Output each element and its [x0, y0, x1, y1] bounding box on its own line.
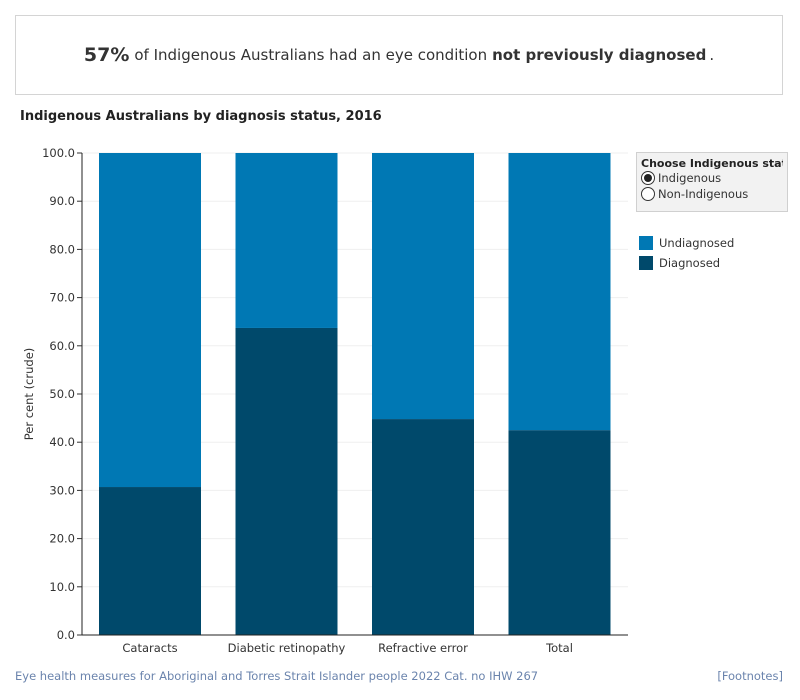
y-tick-label: 30.0 — [49, 483, 75, 497]
bar-undiagnosed[interactable] — [99, 153, 201, 488]
bar-diagnosed[interactable] — [508, 430, 611, 635]
radio-indigenous[interactable]: Indigenous — [641, 170, 783, 186]
banner-highlight: not previously diagnosed — [492, 46, 707, 64]
legend-item-diagnosed[interactable]: Diagnosed — [639, 253, 734, 273]
summary-banner: 57% of Indigenous Australians had an eye… — [15, 15, 783, 95]
banner-text: of Indigenous Australians had an eye con… — [134, 46, 488, 64]
legend-label: Diagnosed — [659, 256, 721, 270]
legend: Undiagnosed Diagnosed — [639, 233, 734, 273]
bar-undiagnosed[interactable] — [235, 153, 338, 328]
y-tick-label: 90.0 — [49, 194, 75, 208]
y-tick-label: 50.0 — [49, 387, 75, 401]
source-link[interactable]: Eye health measures for Aboriginal and T… — [15, 669, 539, 683]
footnotes-link[interactable]: [Footnotes] — [717, 669, 783, 683]
y-tick-label: 20.0 — [49, 532, 75, 546]
x-tick-label: Total — [545, 641, 573, 655]
y-tick-label: 70.0 — [49, 291, 75, 305]
radio-checked-icon — [641, 171, 655, 185]
bar-diagnosed[interactable] — [235, 327, 338, 635]
legend-swatch — [639, 236, 653, 250]
indigenous-status-filter: Choose Indigenous stat.. Indigenous Non-… — [636, 152, 788, 212]
y-tick-label: 80.0 — [49, 242, 75, 256]
y-axis-label: Per cent (crude) — [22, 348, 36, 441]
y-tick-label: 40.0 — [49, 435, 75, 449]
chart-title: Indigenous Australians by diagnosis stat… — [20, 109, 382, 124]
bar-diagnosed[interactable] — [99, 487, 201, 635]
radio-unchecked-icon — [641, 187, 655, 201]
y-tick-label: 10.0 — [49, 580, 75, 594]
banner-percent: 57% — [83, 44, 130, 66]
legend-label: Undiagnosed — [659, 236, 735, 250]
legend-swatch — [639, 256, 653, 270]
x-tick-label: Diabetic retinopathy — [228, 641, 346, 655]
bar-undiagnosed[interactable] — [372, 153, 474, 420]
x-tick-label: Refractive error — [378, 641, 468, 655]
y-tick-label: 60.0 — [49, 339, 75, 353]
y-tick-label: 100.0 — [42, 146, 75, 160]
radio-non-indigenous[interactable]: Non-Indigenous — [641, 186, 783, 202]
y-tick-label: 0.0 — [57, 628, 75, 642]
filter-title: Choose Indigenous stat.. — [641, 157, 783, 170]
bar-undiagnosed[interactable] — [508, 153, 611, 431]
radio-label: Non-Indigenous — [658, 187, 749, 201]
bar-diagnosed[interactable] — [372, 419, 474, 635]
radio-label: Indigenous — [658, 171, 722, 185]
x-tick-label: Cataracts — [122, 641, 177, 655]
banner-end: . — [709, 46, 715, 64]
legend-item-undiagnosed[interactable]: Undiagnosed — [639, 233, 734, 253]
